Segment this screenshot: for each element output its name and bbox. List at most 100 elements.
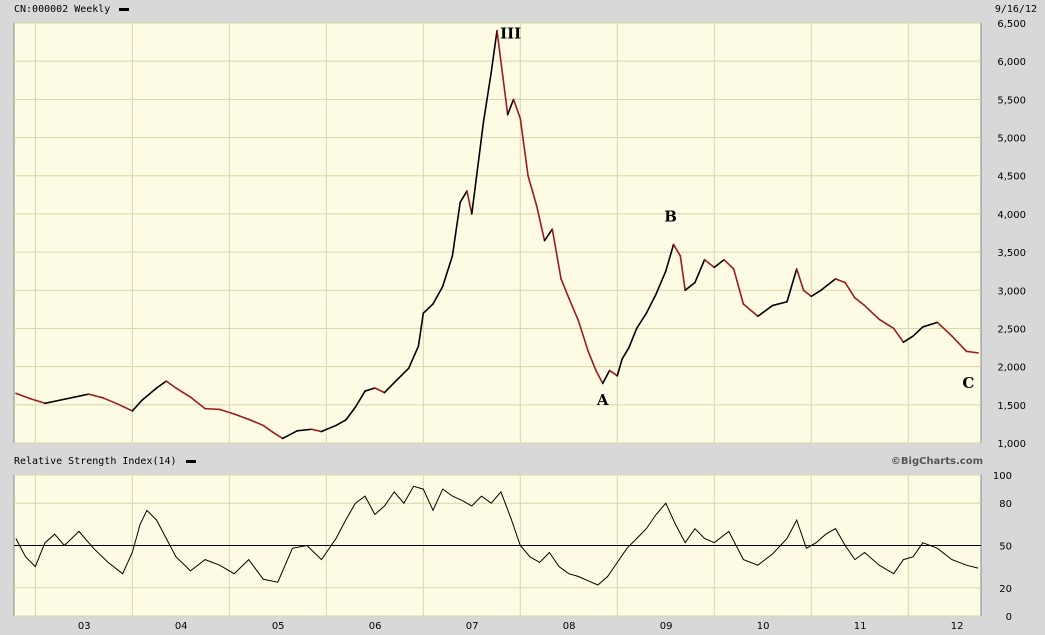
wave-label: B <box>664 208 677 226</box>
price-y-tick-label: 1,000 <box>997 439 1026 450</box>
price-segment <box>863 304 880 321</box>
price-segment <box>102 397 119 405</box>
price-segment <box>560 278 570 299</box>
price-segment <box>802 289 813 298</box>
price-segment <box>374 387 386 394</box>
price-segment <box>44 399 61 405</box>
wave-labels: III A B C <box>500 24 974 409</box>
price-segment <box>175 387 192 398</box>
price-segment <box>635 312 648 330</box>
price-segment <box>527 174 538 208</box>
rsi-grid <box>14 474 981 617</box>
price-segment <box>655 270 667 295</box>
price-segment <box>296 428 313 432</box>
price-segment <box>628 327 638 349</box>
price-segment <box>165 380 177 389</box>
price-segment <box>482 71 492 124</box>
price-segment <box>58 396 75 402</box>
price-segment <box>466 190 473 215</box>
price-segment <box>262 424 274 434</box>
rsi-y-tick-label: 50 <box>999 542 1012 553</box>
x-tick-label: 11 <box>854 621 867 632</box>
price-segment <box>684 281 696 292</box>
price-segment <box>204 407 221 411</box>
rsi-y-tick-label: 100 <box>993 471 1012 482</box>
price-y-tick-label: 5,000 <box>997 134 1026 145</box>
symbol-label: CN:000002 Weekly <box>14 4 130 15</box>
price-segment <box>218 408 235 415</box>
price-segment <box>664 243 675 272</box>
wave-label: C <box>962 374 974 392</box>
price-segment <box>795 268 805 292</box>
price-segment <box>29 397 46 405</box>
price-segment <box>496 29 504 78</box>
legend-swatch <box>119 7 130 11</box>
price-y-tick-label: 1,500 <box>997 401 1026 412</box>
x-tick-label: 06 <box>369 621 382 632</box>
price-segment <box>820 278 837 292</box>
price-segment <box>364 387 376 392</box>
price-segment <box>502 75 509 116</box>
price-segment <box>601 369 611 385</box>
price-segment <box>902 335 914 344</box>
price-segment <box>141 387 158 402</box>
price-y-tick-label: 4,500 <box>997 172 1026 183</box>
price-segment <box>247 418 265 427</box>
chart-date: 9/16/12 <box>994 4 1037 15</box>
price-segment <box>441 255 454 288</box>
price-segment <box>936 321 953 337</box>
price-y-tick-label: 4,000 <box>997 210 1026 221</box>
price-segment <box>417 312 425 347</box>
price-y-tick-label: 5,500 <box>997 95 1026 106</box>
price-segment <box>519 117 529 177</box>
rsi-y-tick-label: 80 <box>999 499 1012 510</box>
price-segment <box>116 403 134 412</box>
rsi-line <box>15 485 979 586</box>
price-segment <box>490 29 498 74</box>
rsi-title-text: Relative Strength Index(14) <box>14 456 177 467</box>
price-segment <box>577 320 589 353</box>
price-segment <box>310 428 323 433</box>
price-segment <box>470 174 478 215</box>
price-y-tick-label: 2,500 <box>997 324 1026 335</box>
price-segment <box>567 297 580 322</box>
price-segment <box>723 258 735 270</box>
price-segment <box>432 285 444 305</box>
x-tick-label: 07 <box>466 621 479 632</box>
price-segment <box>451 201 461 257</box>
price-series <box>15 29 979 440</box>
price-segment <box>679 255 686 292</box>
price-segment <box>742 303 759 318</box>
price-segment <box>587 350 597 372</box>
rsi-series <box>15 485 979 586</box>
x-tick-label: 09 <box>660 621 673 632</box>
rsi-title: Relative Strength Index(14) <box>14 456 196 467</box>
rsi-y-tick-label: 20 <box>999 584 1012 595</box>
price-segment <box>320 424 337 433</box>
price-segment <box>621 346 630 360</box>
price-segment <box>155 380 168 389</box>
price-segment <box>703 258 716 269</box>
price-segment <box>459 190 468 204</box>
price-segment <box>694 258 706 284</box>
price-segment <box>951 335 968 353</box>
price-segment <box>535 205 546 242</box>
price-segment <box>233 413 250 421</box>
price-segment <box>543 228 554 242</box>
price-segment <box>393 367 410 384</box>
price-segment <box>15 392 32 400</box>
x-tick-label: 05 <box>272 621 285 632</box>
price-segment <box>834 278 847 284</box>
price-segment <box>645 293 657 314</box>
price-segment <box>892 327 905 344</box>
price-segment <box>422 303 434 314</box>
credit-text: ©BigCharts.com <box>890 456 983 467</box>
price-segment <box>506 98 515 116</box>
price-segment <box>344 406 357 421</box>
price-y-tick-label: 2,000 <box>997 363 1026 374</box>
rsi-y-tick-label: 0 <box>1006 612 1012 623</box>
price-plot-area <box>13 22 982 444</box>
price-segment <box>965 350 979 354</box>
price-segment <box>672 243 682 257</box>
